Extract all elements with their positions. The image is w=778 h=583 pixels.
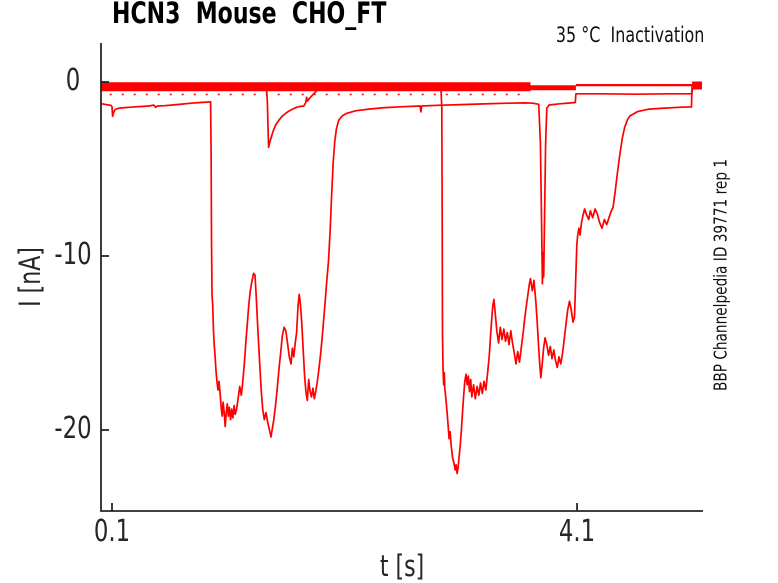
y-axis-label: I [nA] [13,247,47,307]
attribution-label: BBP Channelpedia ID 39771 rep 1 [710,158,732,392]
x-axis-label: t [s] [379,549,425,583]
x-tick-label-0.1: 0.1 [93,514,131,549]
chart-title: HCN3 Mouse CHO_FT [112,0,387,30]
y-tick-label-minus20: -20 [54,411,92,447]
x-tick-label-4.1: 4.1 [558,514,596,549]
y-tick-label-0: 0 [65,63,81,99]
y-tick-label-minus10: -10 [54,237,92,273]
temperature-annotation: 35 °C Inactivation [555,23,704,47]
